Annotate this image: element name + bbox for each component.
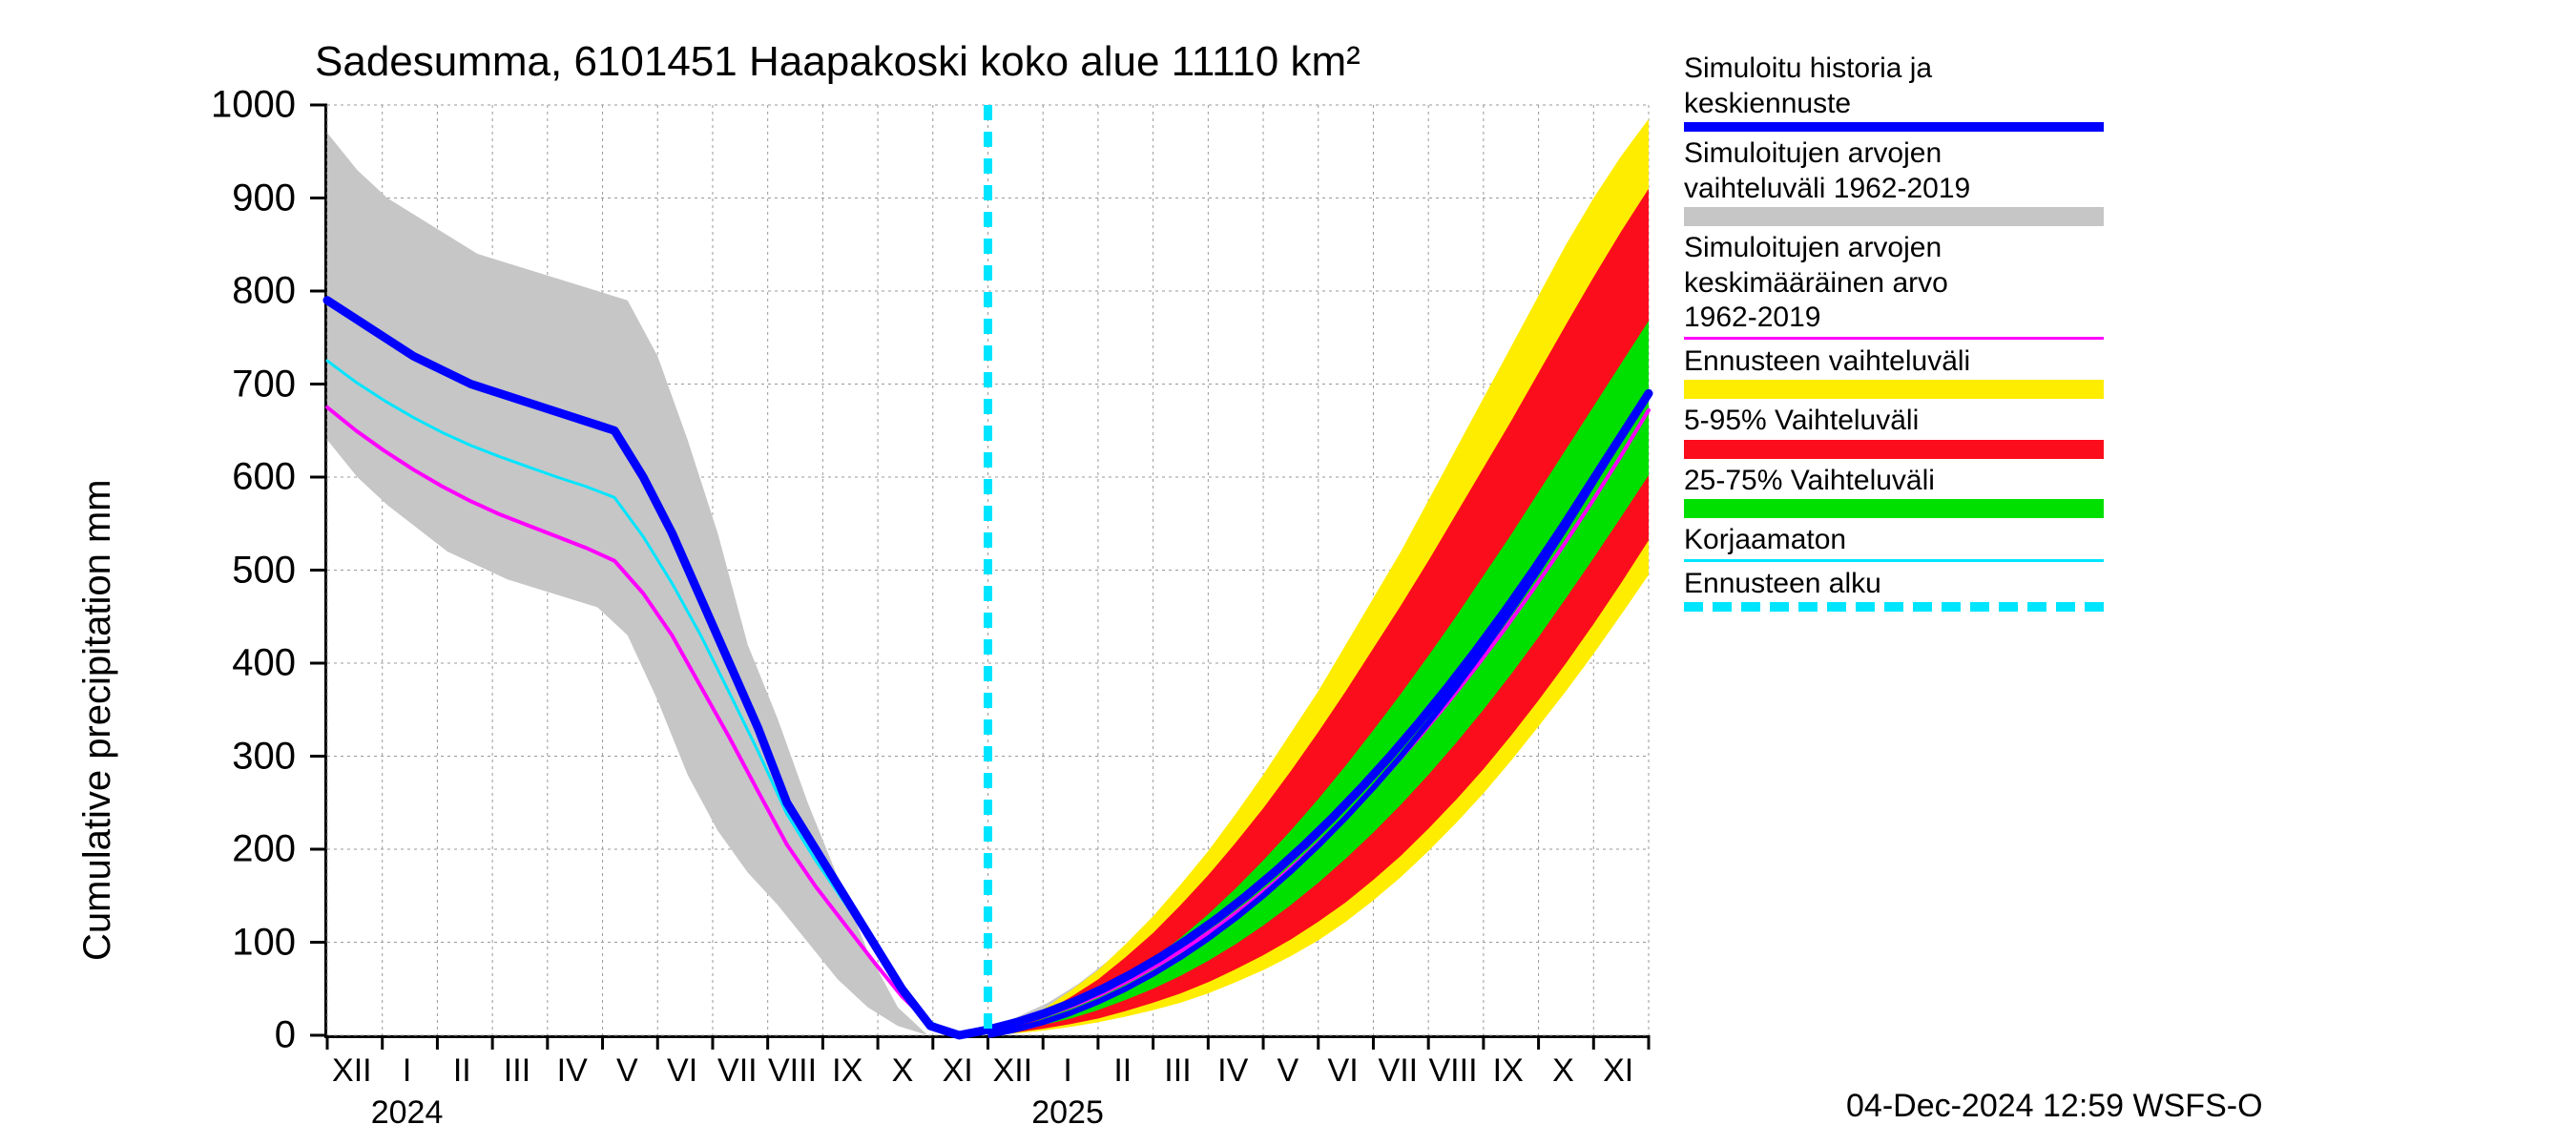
x-tick-label: V — [1278, 1052, 1299, 1090]
x-tick-label: IX — [1493, 1052, 1524, 1090]
x-tick-label: XI — [943, 1052, 973, 1090]
x-tick-label: IV — [1217, 1052, 1248, 1090]
x-tick-label: XII — [332, 1052, 372, 1090]
x-tick-label: III — [1164, 1052, 1191, 1090]
x-tick-label: X — [1552, 1052, 1574, 1090]
legend-entry-forecast_marker: Ennusteen alku — [1684, 568, 2123, 613]
legend-label: Ennusteen alku — [1684, 568, 2123, 601]
x-tick-label: VIII — [1429, 1052, 1478, 1090]
x-tick-label: V — [616, 1052, 638, 1090]
chart-container: Sadesumma, 6101451 Haapakoski koko alue … — [0, 0, 2576, 1145]
x-tick-label: XI — [1603, 1052, 1633, 1090]
y-tick-label: 600 — [0, 456, 296, 499]
x-tick-label: VII — [717, 1052, 758, 1090]
y-tick-label: 800 — [0, 270, 296, 313]
x-year-label: 2025 — [1031, 1094, 1104, 1132]
legend-label: keskimääräinen arvo — [1684, 267, 2123, 301]
legend-swatch — [1684, 440, 2104, 459]
legend-swatch — [1684, 337, 2104, 340]
x-tick-label: I — [403, 1052, 411, 1090]
x-tick-label: II — [453, 1052, 471, 1090]
legend-swatch — [1684, 499, 2104, 518]
x-tick-label: X — [892, 1052, 914, 1090]
legend-label: 1962-2019 — [1684, 302, 2123, 335]
y-tick-label: 1000 — [0, 84, 296, 127]
timestamp-label: 04-Dec-2024 12:59 WSFS-O — [1846, 1088, 2263, 1125]
legend-entry-forecast_5_95: 5-95% Vaihteluväli — [1684, 405, 2123, 459]
x-tick-label: III — [504, 1052, 530, 1090]
legend-swatch — [1684, 602, 2104, 612]
x-tick-label: IV — [557, 1052, 588, 1090]
legend-swatch — [1684, 559, 2104, 562]
legend-entry-sim_hist_mean: Simuloitu historia jakeskiennuste — [1684, 52, 2123, 132]
x-tick-label: I — [1063, 1052, 1071, 1090]
legend-label: Korjaamaton — [1684, 524, 2123, 557]
legend-swatch — [1684, 122, 2104, 132]
x-tick-label: VI — [1328, 1052, 1359, 1090]
plot-area — [324, 105, 1649, 1038]
x-tick-label: VIII — [768, 1052, 817, 1090]
y-tick-label: 300 — [0, 735, 296, 778]
legend-label: Simuloitujen arvojen — [1684, 232, 2123, 265]
y-tick-label: 500 — [0, 549, 296, 592]
x-tick-label: II — [1113, 1052, 1132, 1090]
legend-entry-forecast_full: Ennusteen vaihteluväli — [1684, 345, 2123, 400]
x-tick-label: XII — [993, 1052, 1033, 1090]
legend-label: Ennusteen vaihteluväli — [1684, 345, 2123, 379]
chart-title: Sadesumma, 6101451 Haapakoski koko alue … — [315, 38, 1361, 86]
y-tick-label: 400 — [0, 642, 296, 685]
x-tick-label: VI — [667, 1052, 697, 1090]
legend-swatch — [1684, 380, 2104, 399]
plot-svg — [327, 105, 1649, 1035]
legend-label: Simuloitujen arvojen — [1684, 137, 2123, 171]
y-tick-label: 700 — [0, 363, 296, 406]
legend-entry-hist_range: Simuloitujen arvojenvaihteluväli 1962-20… — [1684, 137, 2123, 226]
x-tick-label: IX — [832, 1052, 862, 1090]
legend-swatch — [1684, 207, 2104, 226]
x-year-label: 2024 — [371, 1094, 444, 1132]
legend-label: 25-75% Vaihteluväli — [1684, 465, 2123, 498]
legend-label: Simuloitu historia ja — [1684, 52, 2123, 86]
legend-entry-forecast_25_75: 25-75% Vaihteluväli — [1684, 465, 2123, 519]
x-tick-label: VII — [1379, 1052, 1419, 1090]
legend: Simuloitu historia jakeskiennusteSimuloi… — [1684, 52, 2123, 617]
y-tick-label: 100 — [0, 921, 296, 964]
y-tick-label: 900 — [0, 177, 296, 219]
legend-label: 5-95% Vaihteluväli — [1684, 405, 2123, 438]
legend-label: vaihteluväli 1962-2019 — [1684, 173, 2123, 206]
y-tick-label: 0 — [0, 1014, 296, 1057]
y-tick-label: 200 — [0, 828, 296, 871]
legend-entry-hist_mean_line: Simuloitujen arvojenkeskimääräinen arvo … — [1684, 232, 2123, 340]
legend-label: keskiennuste — [1684, 88, 2123, 121]
legend-entry-uncorrected: Korjaamaton — [1684, 524, 2123, 562]
